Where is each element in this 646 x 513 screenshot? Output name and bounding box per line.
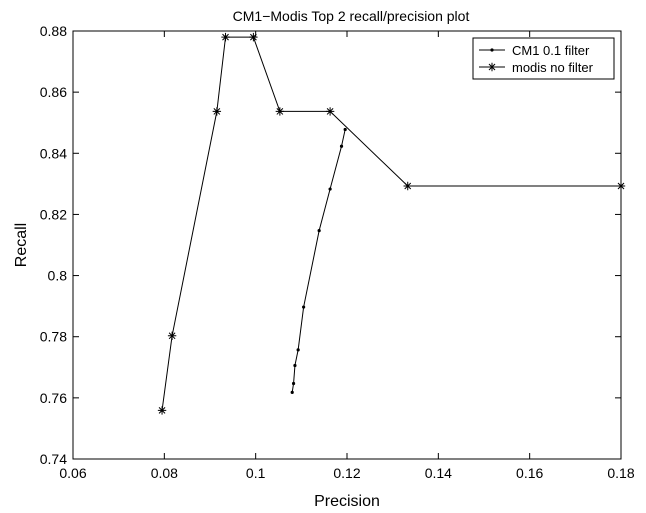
y-tick-label: 0.86 [40, 84, 67, 100]
series-2 [157, 32, 626, 415]
legend-entry: modis no filter [479, 60, 594, 75]
y-tick-label: 0.74 [40, 451, 67, 467]
y-tick-label: 0.78 [40, 329, 67, 345]
series-2-point [616, 181, 626, 191]
legend-entry: CM1 0.1 filter [479, 43, 590, 58]
series-1 [290, 127, 347, 394]
series-1-point [317, 229, 321, 233]
series-1-point [343, 127, 347, 132]
legend-box [472, 37, 615, 80]
x-axis-label: Precision [314, 493, 380, 510]
series-1-point [339, 144, 344, 148]
chart-title: CM1−Modis Top 2 recall/precision plot [233, 8, 470, 24]
legend-marker [487, 62, 497, 72]
series-1-point [291, 381, 296, 386]
x-tick-label: 0.14 [425, 465, 452, 481]
x-tick-label: 0.12 [333, 465, 360, 481]
x-tick-label: 0.18 [607, 465, 634, 481]
x-tick-label: 0.16 [516, 465, 543, 481]
series-1-point [302, 305, 306, 309]
series-2-point [212, 107, 222, 116]
series-1-point [293, 363, 297, 368]
legend-label: CM1 0.1 filter [512, 43, 590, 58]
series-2-point [275, 107, 285, 116]
x-tick-label: 0.06 [59, 465, 86, 481]
series-2-point [403, 181, 412, 191]
legend-entries: CM1 0.1 filter modis no filter [479, 43, 594, 75]
series-1-point [328, 187, 332, 191]
y-axis-label: Recall [13, 223, 30, 267]
series-2-point [167, 331, 177, 340]
y-tick-label: 0.84 [40, 145, 67, 161]
series-2-point [221, 32, 230, 42]
x-tick-label: 0.08 [151, 465, 178, 481]
y-tick-label: 0.88 [40, 23, 67, 39]
y-axis: 0.74 0.76 0.78 0.8 0.82 0.84 0.86 0.88 [40, 23, 621, 467]
legend-label: modis no filter [512, 60, 594, 75]
legend: CM1 0.1 filter modis no filter [472, 37, 615, 80]
y-tick-label: 0.76 [40, 390, 67, 406]
series-layer [157, 32, 626, 415]
series-2-point [157, 406, 167, 415]
series-2-point [249, 32, 258, 42]
legend-marker [490, 48, 494, 52]
y-tick-label: 0.8 [48, 268, 68, 284]
x-tick-label: 0.1 [246, 465, 266, 481]
y-tick-label: 0.82 [40, 206, 67, 222]
series-2-point [325, 107, 335, 116]
series-1-point [290, 390, 294, 394]
x-axis: 0.06 0.08 0.1 0.12 0.14 0.16 0.18 [59, 31, 635, 481]
series-1-point [296, 348, 300, 352]
